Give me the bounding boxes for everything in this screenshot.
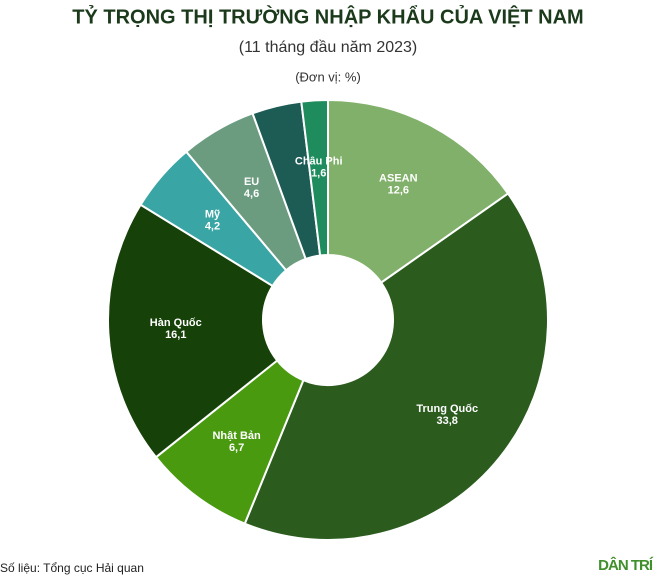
logo: DÂN TRÍ	[598, 556, 654, 574]
slice	[107, 203, 279, 459]
source: Số liệu: Tổng cục Hải quan	[0, 561, 144, 575]
value-label: 6,7	[229, 442, 244, 454]
slice	[327, 98, 510, 285]
slice-label: EU	[244, 176, 259, 188]
chart-title: TỶ TRỌNG THỊ TRƯỜNG NHẬP KHẨU CỦA VIỆT N…	[72, 4, 583, 28]
value-label: 4,2	[205, 220, 220, 232]
value-label: 1,6	[311, 168, 326, 180]
slice-label: Trung Quốc	[416, 403, 478, 415]
value-label: 33,8	[437, 415, 458, 427]
slice-label: Nhật Bản	[212, 430, 261, 442]
value-label: 12,6	[388, 185, 409, 197]
value-label: 4,6	[244, 188, 259, 200]
unit-label: (Đơn vị: %)	[295, 69, 361, 84]
slice-label: Hàn Quốc	[150, 317, 202, 329]
slice	[300, 98, 329, 257]
chart-subtitle: (11 tháng đầu năm 2023)	[239, 39, 418, 56]
slice-label: ASEAN	[379, 173, 418, 185]
slice-label: Châu Phi	[295, 156, 343, 168]
slice	[154, 359, 305, 525]
slice-label: Mỹ	[205, 208, 221, 220]
slice	[243, 192, 549, 541]
value-label: 16,1	[165, 329, 186, 341]
